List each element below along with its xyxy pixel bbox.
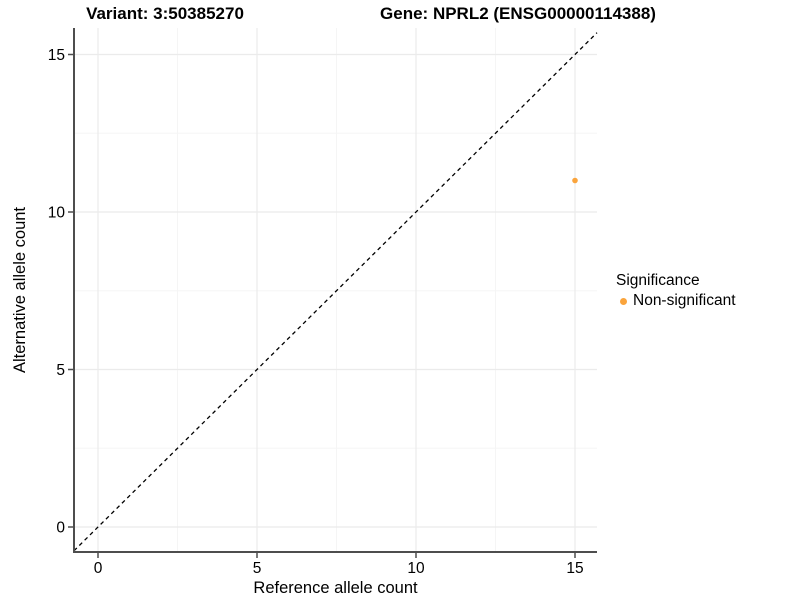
x-tick-label: 5 bbox=[253, 560, 262, 577]
y-tick-label: 0 bbox=[56, 520, 65, 537]
gene-title: Gene: NPRL2 (ENSG00000114388) bbox=[380, 4, 656, 23]
identity-reference-line bbox=[73, 32, 598, 552]
legend-title: Significance bbox=[616, 272, 700, 289]
legend-entry-label: Non-significant bbox=[633, 292, 736, 309]
x-axis-title: Reference allele count bbox=[253, 579, 418, 597]
y-tick-label: 5 bbox=[56, 362, 65, 379]
legend-entry-non-significant: Non-significant bbox=[616, 292, 736, 310]
data-point bbox=[572, 177, 578, 184]
x-tick-label: 15 bbox=[566, 560, 583, 577]
legend-point-icon bbox=[620, 297, 627, 305]
x-tick-label: 0 bbox=[94, 560, 103, 577]
y-axis-title: Alternative allele count bbox=[11, 207, 29, 373]
variant-title: Variant: 3:50385270 bbox=[86, 4, 244, 23]
x-tick-label: 10 bbox=[407, 560, 425, 577]
legend: Significance Non-significant bbox=[616, 272, 736, 310]
y-tick-label: 10 bbox=[48, 205, 66, 222]
y-tick-label: 15 bbox=[48, 47, 65, 64]
